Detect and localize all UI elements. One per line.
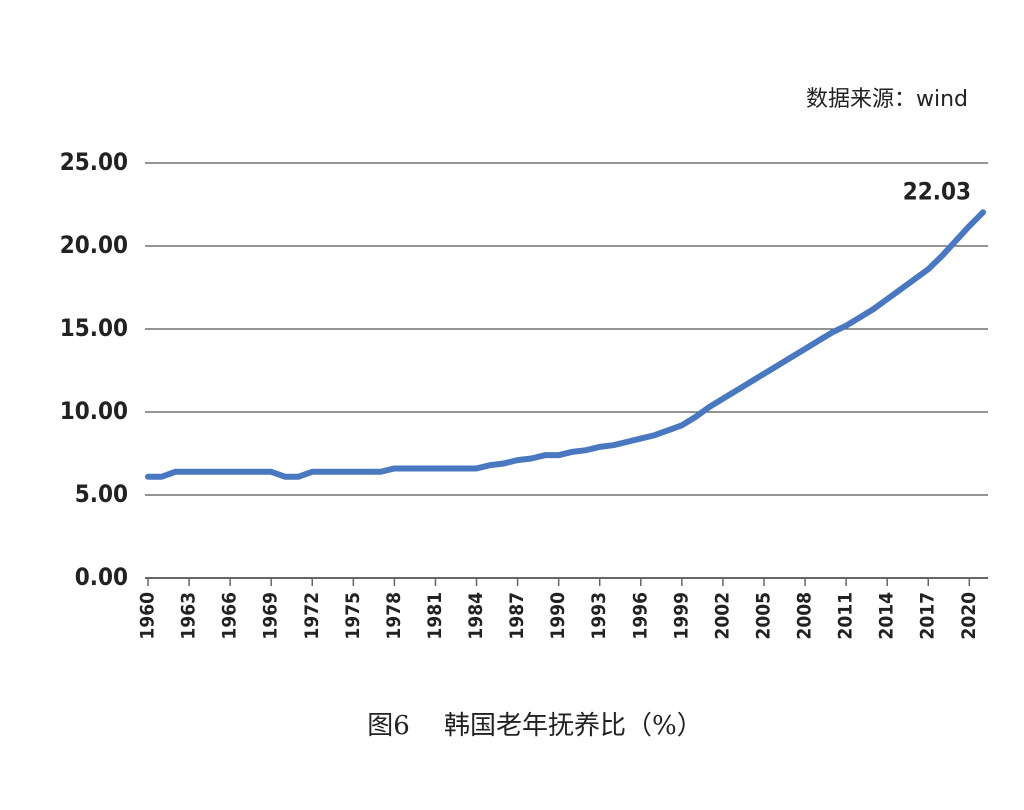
x-tick-label: 1984 — [465, 592, 487, 640]
y-tick-label: 10.00 — [60, 397, 128, 425]
x-tick-label: 2011 — [835, 592, 857, 640]
x-tick-label: 2014 — [876, 592, 898, 640]
x-tick-label: 1978 — [383, 592, 405, 640]
y-tick-label: 5.00 — [75, 480, 128, 508]
x-tick-label: 1993 — [588, 592, 610, 640]
x-tick-label: 2020 — [958, 592, 980, 640]
caption: 图6 韩国老年抚养比（%） — [367, 711, 703, 741]
x-tick-label: 1987 — [506, 592, 528, 640]
x-tick-label: 1990 — [547, 592, 569, 640]
x-tick-label: 2005 — [752, 592, 774, 640]
x-tick-label: 2017 — [917, 592, 939, 640]
line — [145, 209, 986, 480]
x-tick-label: 1972 — [301, 592, 323, 640]
x-tick-label: 1975 — [342, 592, 364, 640]
x-tick-label: 2008 — [794, 592, 816, 640]
x-tick-label: 2002 — [711, 592, 733, 640]
x-tick-label: 1960 — [137, 592, 159, 640]
x-tick-label: 1996 — [629, 592, 651, 640]
y-tick-label: 20.00 — [60, 231, 128, 259]
y-tick-label: 0.00 — [75, 563, 128, 591]
x-tick-label: 1966 — [219, 592, 241, 640]
data-label: 22.03 — [903, 177, 971, 205]
y-tick-label: 25.00 — [60, 148, 128, 176]
y-tick-label: 15.00 — [60, 314, 128, 342]
x-tick-label: 1963 — [178, 592, 200, 640]
x-tick-label: 1981 — [424, 592, 446, 640]
source: 数据来源：wind — [806, 87, 968, 112]
x-tick-label: 1969 — [260, 592, 282, 640]
x-tick-label: 1999 — [670, 592, 692, 640]
